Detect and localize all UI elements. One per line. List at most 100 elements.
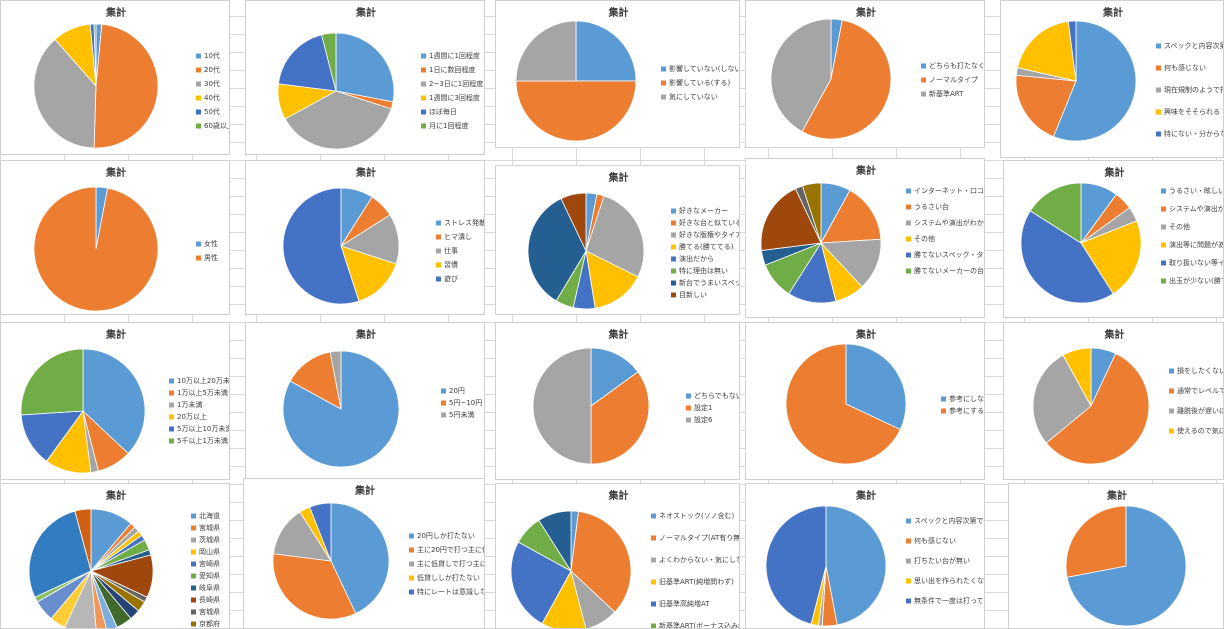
legend-label: 60歳以上 (204, 121, 230, 130)
legend-swatch (671, 244, 676, 250)
legend-swatch (671, 232, 676, 238)
legend-swatch (169, 426, 174, 432)
legend-label: 京都府 (199, 619, 220, 628)
legend-swatch (906, 252, 911, 258)
pie-slice (284, 90, 392, 150)
legend-swatch (169, 402, 174, 408)
chart: 集計参考にしない参考にする (745, 322, 985, 480)
legend-swatch (191, 561, 196, 567)
pie-slice (825, 505, 887, 626)
pie-slice (801, 182, 822, 244)
legend-swatch (671, 268, 676, 274)
legend-label: 新基準ART(ボーナス込み純増2枚以下) (659, 621, 740, 629)
pie-slice (570, 569, 616, 628)
legend-swatch (671, 208, 676, 214)
legend-label: 30代 (204, 79, 220, 88)
chart: 集計うるさい・眩しい等の環境システムや演出がわかりにくいその他演出等に問題がある… (1003, 160, 1224, 318)
legend-label: 1万未満 (177, 400, 202, 409)
legend-label: 長崎県 (199, 595, 220, 604)
pie-slice (575, 20, 637, 82)
legend-swatch (1169, 368, 1174, 374)
legend-swatch (409, 547, 414, 553)
legend-label: 1日に数回程度 (429, 65, 475, 74)
chart: 集計 1週間に1回程度 1日に数回程度 2~3日に1回程度 1週間に3回程度 ほぼ毎日 月に… (245, 0, 485, 155)
legend-swatch (1169, 388, 1174, 394)
legend-swatch (196, 123, 201, 129)
pie-slice (1032, 354, 1092, 444)
legend-label: 主に20円で打つ主に低貸し (417, 545, 485, 554)
chart-svg: 集計好きなメーカー好きな台と似ている好きな版権やタイアップ勝てる(勝ててる) 演出… (527, 171, 740, 310)
legend-label: 無条件で一度は打ってみたい (914, 596, 985, 605)
pie-slice (20, 410, 84, 462)
legend-label: インターネット・口コミで評判の悪い台 (914, 186, 985, 195)
legend-label: 1万以上5万未満 (177, 388, 228, 397)
chart-title: 集計 (855, 164, 876, 177)
chart: 集計 10代 20代 30代 40代 50代 60歳以上 (0, 0, 230, 155)
pie-slice (1017, 21, 1077, 82)
chart-svg: 集計スペックと内容次第で打つ意欲はそそられる何も感じない現在規制のようで打つ気が… (1015, 6, 1223, 142)
chart-title: 集計 (1104, 166, 1125, 179)
legend-swatch (906, 220, 911, 226)
legend-swatch (651, 513, 656, 519)
chart-title: 集計 (855, 6, 876, 19)
legend-label: 50代 (204, 107, 220, 116)
legend-swatch (196, 81, 201, 87)
chart: 集計スペックと内容次第で打つ意欲はそそられる何も感じない打ちたい台が無い思い出を… (745, 483, 985, 629)
legend-label: 参考にしない (949, 394, 985, 403)
legend-swatch (671, 280, 676, 286)
legend-label: 月に1回程度 (429, 121, 468, 130)
legend-swatch (191, 513, 196, 519)
pie-slice (785, 343, 901, 465)
legend-swatch (196, 53, 201, 59)
legend-swatch (421, 53, 426, 59)
legend-swatch (651, 579, 656, 585)
legend-label: 5円~10円 (449, 399, 482, 407)
pie-slice (1065, 505, 1127, 578)
legend-swatch (651, 557, 656, 563)
pie-slice (765, 505, 827, 625)
legend-label: ノーマルタイプ (929, 75, 978, 84)
legend-label: 演出だから (679, 254, 714, 263)
legend-swatch (169, 414, 174, 420)
legend-label: ストレス発散 (444, 218, 485, 227)
pie-slice (560, 192, 587, 252)
legend-label: 影響していない(しない) (669, 64, 740, 73)
chart-title: 集計 (608, 171, 629, 184)
legend-label: 使えるので気にしない (1177, 426, 1224, 435)
pie-slice (1052, 20, 1137, 142)
legend-swatch (651, 535, 656, 541)
chart-title: 集計 (1102, 6, 1123, 19)
pie-slice (1045, 352, 1150, 465)
legend-swatch (1161, 260, 1166, 266)
legend-label: 5千以上1万未満 (177, 436, 228, 445)
legend-swatch (196, 241, 201, 247)
legend-swatch (921, 77, 926, 83)
legend-swatch (1161, 224, 1166, 230)
legend-label: ネオストック(ソノ含む) (659, 511, 735, 520)
pie-slice (340, 214, 400, 265)
legend-label: どちらでもない (694, 392, 740, 400)
chart-title: 集計 (1106, 489, 1127, 502)
chart-title: 集計 (355, 328, 376, 341)
chart: 集計 影響していない(しない) 影響している(する) 気にしていない (495, 0, 740, 148)
pie-slice (527, 198, 587, 302)
legend-label: 好きなメーカー (679, 206, 728, 215)
pie-slice (570, 511, 632, 613)
legend-swatch (441, 388, 446, 394)
legend-label: 何も感じない (1164, 63, 1206, 72)
legend-label: 好きな台と似ている (679, 218, 740, 227)
pie-slice (93, 23, 159, 149)
legend-swatch (906, 236, 911, 242)
legend-swatch (191, 573, 196, 579)
chart: 集計 20円しか打たない主に20円で打つ主に低貸し主に低貸しで打つ主に20円低貸し… (243, 478, 485, 629)
legend-label: 5円未満 (449, 410, 474, 419)
legend-label: 思い出を作られたくないので打たなくなる (914, 576, 985, 585)
legend-swatch (921, 63, 926, 69)
legend-label: よくわからない・気にしない (659, 555, 740, 564)
pie-slice (1015, 74, 1077, 138)
pie-slice (585, 250, 639, 309)
legend-swatch (421, 123, 426, 129)
legend-swatch (661, 94, 666, 100)
